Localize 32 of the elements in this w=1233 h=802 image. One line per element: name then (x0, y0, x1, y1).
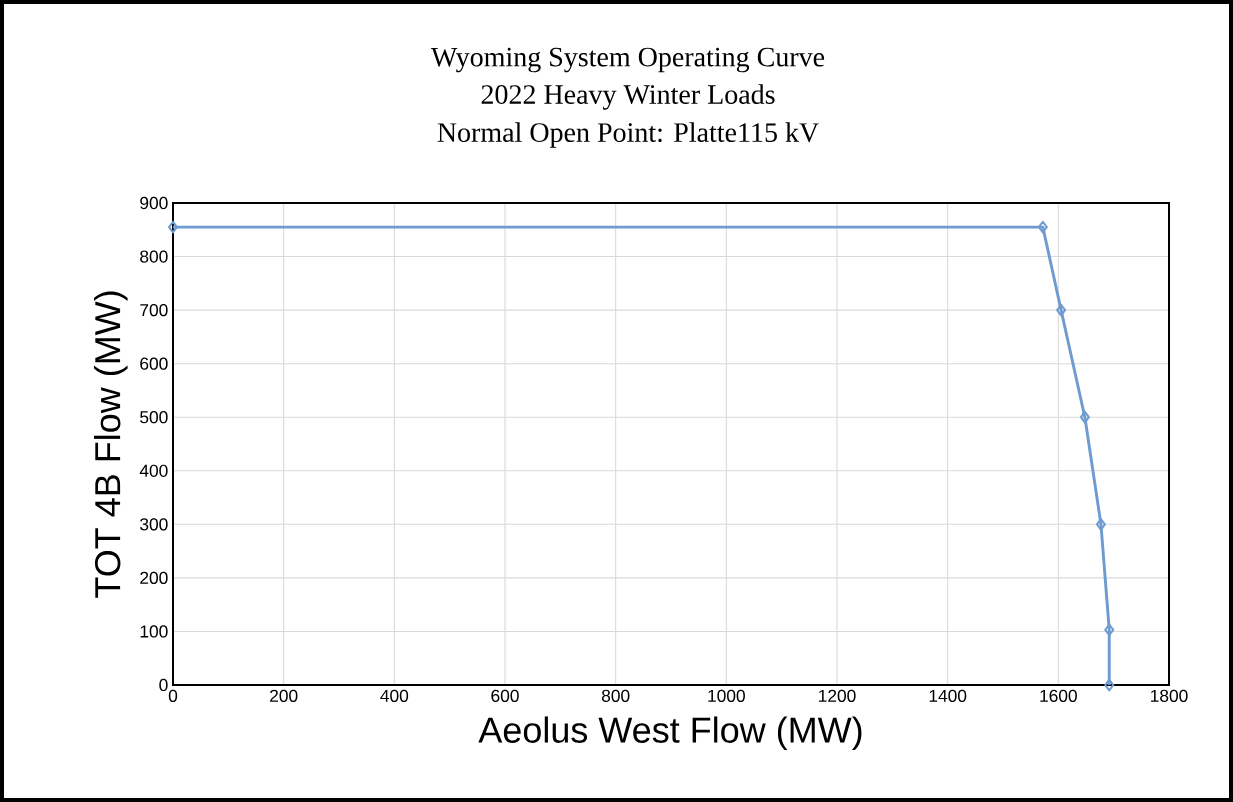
y-tick-label: 900 (140, 196, 168, 210)
point (168, 220, 178, 234)
y-tick-label: 100 (140, 625, 168, 638)
y-tick-label: 200 (140, 571, 168, 585)
chart-subtitle: 2022 Heavy Winter Loads (481, 84, 775, 110)
x-tick-label: 1600 (1040, 689, 1077, 702)
chart-title: Wyoming System Operating Curve (430, 47, 825, 73)
x-tick-label: 0 (168, 689, 178, 702)
point (1104, 623, 1115, 637)
point (1037, 220, 1048, 234)
point (1079, 410, 1090, 424)
x-tick-label: 800 (601, 689, 630, 702)
y-tick-label: 700 (140, 303, 168, 317)
y-tick-label: 600 (140, 357, 168, 370)
x-tick-label: 400 (380, 689, 409, 702)
x-tick-label: 200 (270, 689, 298, 702)
x-tick-label: 1800 (1151, 689, 1188, 702)
point (1056, 303, 1067, 317)
text: Normal Open Point: Platte115 kV (437, 122, 819, 148)
x-axis-title: Aeolus West Flow (MW) (478, 716, 862, 751)
y-tick-label: 300 (140, 518, 168, 531)
y-tick-label: 0 (159, 678, 168, 692)
point (1104, 678, 1115, 692)
y-tick-label: 500 (140, 411, 168, 424)
x-tick-label: 1200 (819, 689, 856, 702)
x-tick-label: 1000 (708, 689, 745, 702)
x-tick-label: 600 (491, 689, 519, 702)
y-tick-label: 400 (139, 464, 168, 477)
y-axis-title: TOT 4B Flow (MW) (94, 291, 128, 598)
y-tick-label: 800 (140, 250, 168, 263)
x-tick-label: 1400 (929, 689, 967, 702)
point (1095, 517, 1106, 531)
